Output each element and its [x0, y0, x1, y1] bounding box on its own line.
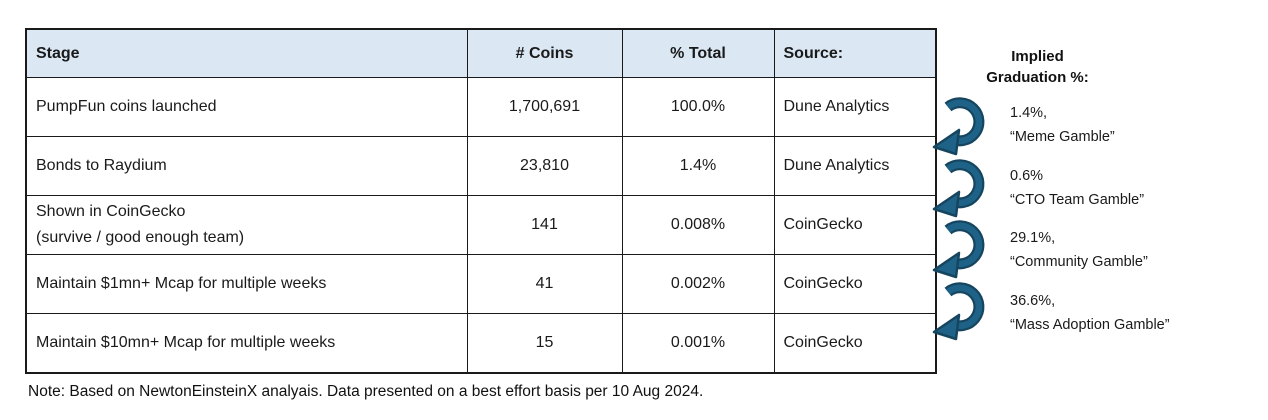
curved-left-arrow-icon [932, 159, 985, 218]
stage-cell: Shown in CoinGecko (survive / good enoug… [25, 195, 468, 255]
implied-graduation-heading: Implied Graduation %: [960, 46, 1115, 88]
implied-graduation-heading-line1: Implied [1011, 48, 1064, 65]
graduation-label: “Mass Adoption Gamble” [1010, 317, 1170, 333]
stage-cell: Maintain $1mn+ Mcap for multiple weeks [25, 254, 468, 314]
source-cell: Dune Analytics [773, 136, 937, 196]
coins-cell: 41 [466, 254, 623, 314]
graduation-item: 1.4%, “Meme Gamble” [1010, 101, 1260, 149]
table-row: PumpFun coins launched 1,700,691 100.0% … [25, 77, 937, 137]
coin-stats-table: Stage # Coins % Total Source: PumpFun co… [25, 28, 937, 374]
col-header-coins: # Coins [466, 28, 623, 78]
source-cell: Dune Analytics [773, 77, 937, 137]
table-row: Maintain $1mn+ Mcap for multiple weeks 4… [25, 254, 937, 314]
curved-left-arrow-icon [932, 220, 985, 279]
coins-cell: 1,700,691 [466, 77, 623, 137]
footnote: Note: Based on NewtonEinsteinX analyais.… [28, 383, 704, 400]
curved-left-arrow-icon [932, 282, 985, 341]
pct-cell: 0.002% [621, 254, 775, 314]
implied-graduation-heading-line2: Graduation %: [986, 69, 1089, 86]
stage-cell: Bonds to Raydium [25, 136, 468, 196]
coins-cell: 141 [466, 195, 623, 255]
graduation-item: 29.1%, “Community Gamble” [1010, 226, 1260, 274]
graduation-label: “Community Gamble” [1010, 254, 1148, 270]
table-row: Bonds to Raydium 23,810 1.4% Dune Analyt… [25, 136, 937, 196]
source-cell: CoinGecko [773, 313, 937, 374]
graduation-value: 1.4%, [1010, 105, 1048, 121]
pct-cell: 0.001% [621, 313, 775, 374]
graduation-value: 0.6% [1010, 168, 1044, 184]
table-row: Shown in CoinGecko (survive / good enoug… [25, 195, 937, 255]
stage-cell: PumpFun coins launched [25, 77, 468, 137]
table-row: Maintain $10mn+ Mcap for multiple weeks … [25, 313, 937, 374]
pct-cell: 0.008% [621, 195, 775, 255]
col-header-stage: Stage [25, 28, 468, 78]
source-cell: CoinGecko [773, 254, 937, 314]
source-cell: CoinGecko [773, 195, 937, 255]
col-header-source: Source: [773, 28, 937, 78]
curved-left-arrow-icon [932, 97, 985, 156]
coins-cell: 15 [466, 313, 623, 374]
graduation-label: “Meme Gamble” [1010, 129, 1115, 145]
graduation-label: “CTO Team Gamble” [1010, 192, 1145, 208]
graduation-item: 36.6%, “Mass Adoption Gamble” [1010, 289, 1260, 337]
table-header-row: Stage # Coins % Total Source: [25, 28, 937, 78]
graduation-value: 36.6%, [1010, 293, 1056, 309]
graduation-value: 29.1%, [1010, 230, 1056, 246]
stage-cell: Maintain $10mn+ Mcap for multiple weeks [25, 313, 468, 374]
coins-cell: 23,810 [466, 136, 623, 196]
pct-cell: 100.0% [621, 77, 775, 137]
graduation-item: 0.6% “CTO Team Gamble” [1010, 164, 1260, 212]
pct-cell: 1.4% [621, 136, 775, 196]
col-header-pct: % Total [621, 28, 775, 78]
